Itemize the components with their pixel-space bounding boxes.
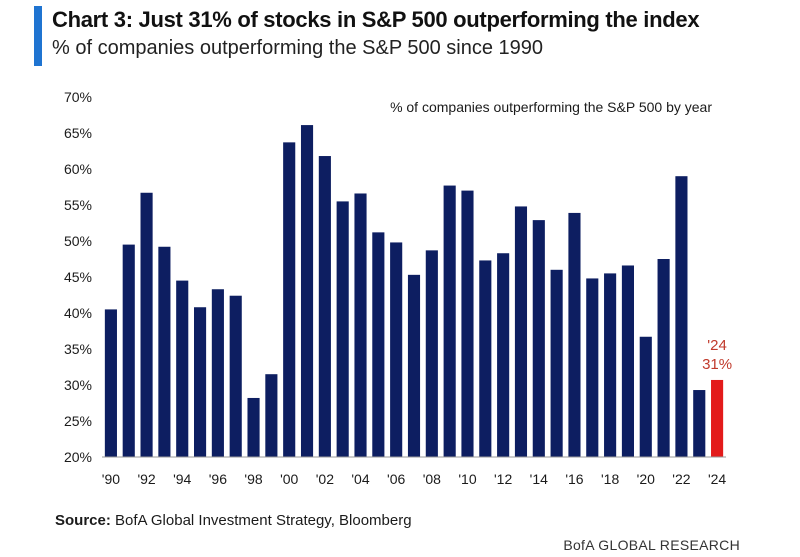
y-tick-label: 40% bbox=[64, 305, 92, 321]
x-tick-label: '10 bbox=[458, 471, 476, 487]
x-tick-label: '22 bbox=[672, 471, 690, 487]
y-tick-label: 50% bbox=[64, 233, 92, 249]
y-tick-label: 30% bbox=[64, 377, 92, 393]
x-tick-label: '92 bbox=[137, 471, 155, 487]
bar-2003 bbox=[336, 201, 349, 457]
x-tick-label: '12 bbox=[494, 471, 512, 487]
y-axis: 20% 25% 30% 35% 40% 45% 50% 55% 60% 65% 70% bbox=[64, 89, 92, 465]
bar-2017 bbox=[586, 278, 599, 457]
bar-1994 bbox=[176, 280, 189, 457]
y-tick-label: 60% bbox=[64, 161, 92, 177]
x-tick-label: '16 bbox=[565, 471, 583, 487]
bar-2005 bbox=[372, 232, 385, 457]
bar-2019 bbox=[621, 265, 634, 457]
bar-1995 bbox=[194, 307, 207, 457]
brand-label: BofA GLOBAL RESEARCH bbox=[563, 537, 740, 553]
highlight-year-label: '24 bbox=[707, 337, 727, 354]
chart-title: Chart 3: Just 31% of stocks in S&P 500 o… bbox=[52, 7, 700, 32]
x-tick-label: '94 bbox=[173, 471, 191, 487]
bar-1993 bbox=[158, 246, 171, 457]
x-tick-label: '18 bbox=[601, 471, 619, 487]
x-tick-label: '14 bbox=[530, 471, 548, 487]
x-tick-label: '20 bbox=[637, 471, 655, 487]
title-accent-bar bbox=[34, 6, 42, 66]
x-tick-label: '08 bbox=[423, 471, 441, 487]
x-tick-label: '04 bbox=[351, 471, 369, 487]
bar-1997 bbox=[229, 295, 242, 457]
x-tick-label: '24 bbox=[708, 471, 726, 487]
x-tick-label: '06 bbox=[387, 471, 405, 487]
bar-2015 bbox=[550, 269, 563, 457]
bar-2018 bbox=[604, 273, 617, 457]
y-tick-label: 35% bbox=[64, 341, 92, 357]
y-tick-label: 20% bbox=[64, 449, 92, 465]
bar-2020 bbox=[639, 336, 652, 457]
bar-2016 bbox=[568, 212, 581, 457]
bar-2024 bbox=[711, 379, 724, 457]
source-text: BofA Global Investment Strategy, Bloombe… bbox=[110, 512, 412, 529]
bar-2000 bbox=[283, 142, 296, 458]
bar-1991 bbox=[122, 244, 135, 457]
x-tick-label: '90 bbox=[102, 471, 120, 487]
bar-1996 bbox=[211, 289, 224, 457]
y-tick-label: 70% bbox=[64, 89, 92, 105]
x-tick-label: '02 bbox=[316, 471, 334, 487]
bar-2013 bbox=[514, 206, 528, 457]
y-tick-label: 45% bbox=[64, 269, 92, 285]
bar-1990 bbox=[104, 309, 117, 457]
bar-2010 bbox=[461, 190, 474, 457]
x-tick-label: '00 bbox=[280, 471, 298, 487]
bar-2001 bbox=[300, 125, 314, 457]
x-tick-label: '98 bbox=[244, 471, 262, 487]
highlight-value-label: 31% bbox=[702, 356, 732, 373]
bar-chart: % of companies outperforming the S&P 500… bbox=[64, 89, 732, 487]
y-tick-label: 25% bbox=[64, 413, 92, 429]
chart-subtitle: % of companies outperforming the S&P 500… bbox=[52, 37, 544, 59]
bar-2011 bbox=[479, 260, 492, 457]
bar-2014 bbox=[532, 220, 545, 457]
bar-2006 bbox=[390, 242, 403, 457]
bar-2009 bbox=[443, 185, 456, 457]
x-axis: '90 '92 '94 '96 '98 '00 '02 '04 '06 '08 '10 '12 '14 '… bbox=[102, 471, 727, 487]
chart-inner-title: % of companies outperforming the S&P 500… bbox=[390, 99, 712, 115]
x-tick-label: '96 bbox=[209, 471, 227, 487]
source-note: Source: BofA Global Investment Strategy,… bbox=[55, 512, 412, 529]
bar-1999 bbox=[265, 374, 278, 457]
bars-group bbox=[104, 125, 724, 458]
bar-2021 bbox=[657, 259, 670, 457]
bar-2002 bbox=[318, 156, 331, 458]
bar-1998 bbox=[247, 397, 260, 457]
bar-2008 bbox=[425, 250, 438, 457]
bar-1992 bbox=[140, 192, 153, 457]
bar-2022 bbox=[675, 176, 688, 457]
bar-2012 bbox=[497, 253, 510, 457]
y-tick-label: 55% bbox=[64, 197, 92, 213]
y-tick-label: 65% bbox=[64, 125, 92, 141]
source-label: Source: bbox=[55, 512, 111, 529]
bar-2023 bbox=[693, 390, 706, 457]
bar-2007 bbox=[407, 274, 421, 457]
bar-2004 bbox=[354, 193, 367, 458]
